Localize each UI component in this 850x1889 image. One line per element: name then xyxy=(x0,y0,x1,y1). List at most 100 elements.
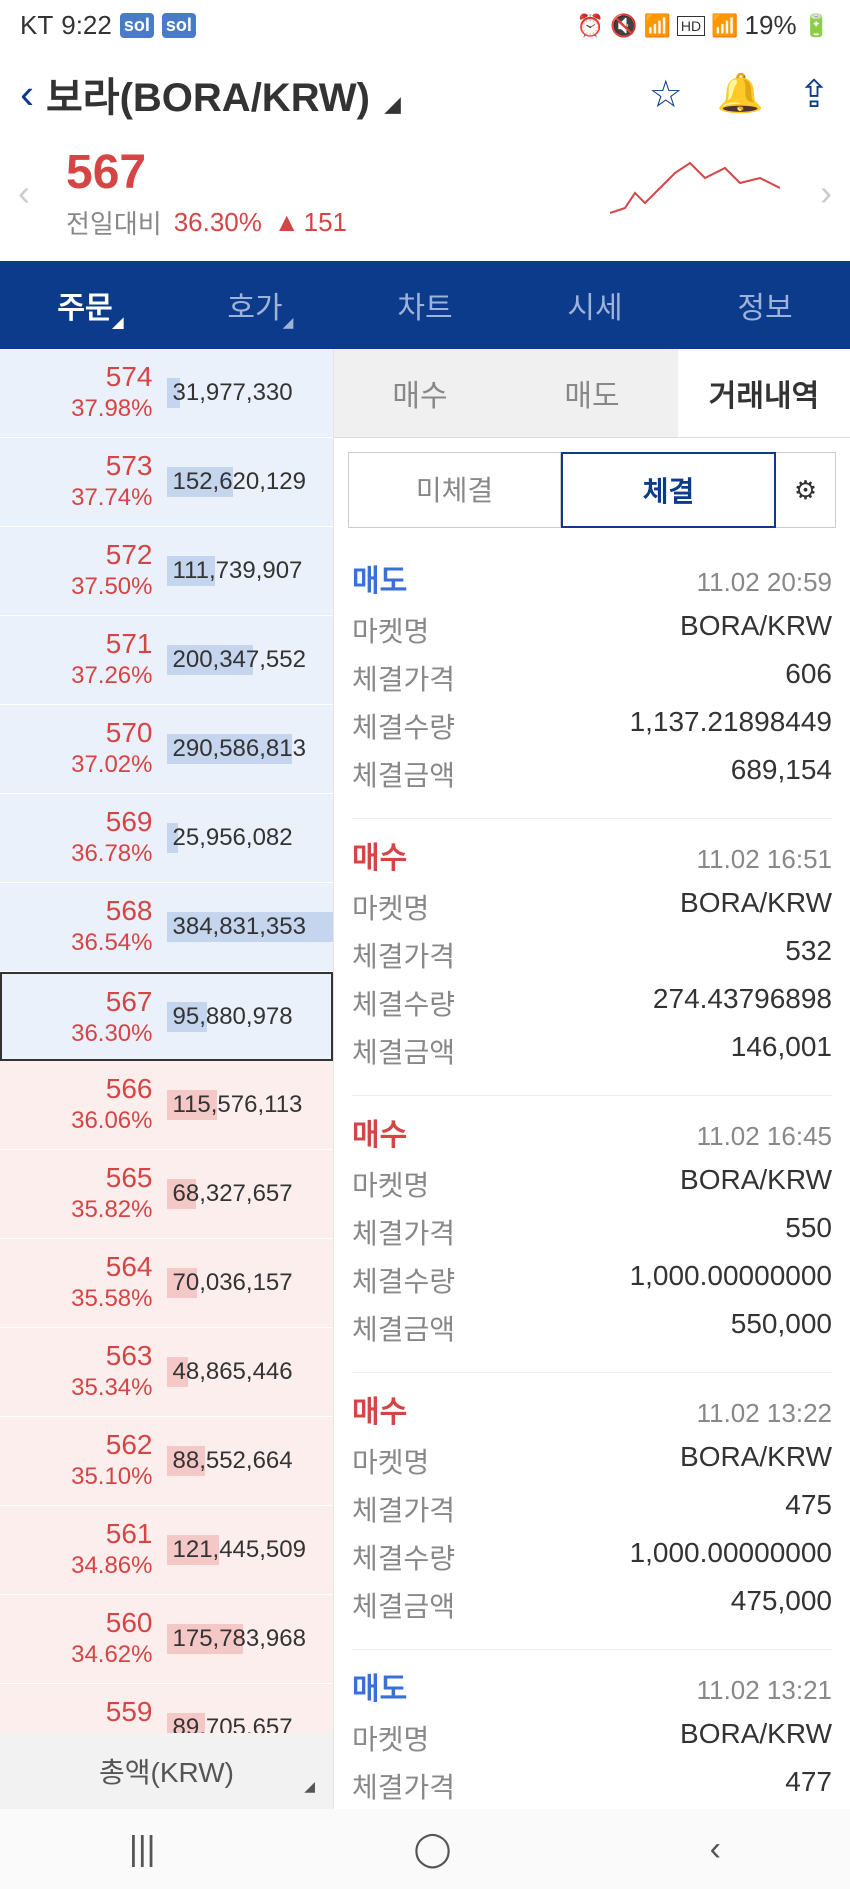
back-button[interactable]: ‹ xyxy=(20,70,34,118)
txn-qty-label: 체결수량 xyxy=(352,1537,455,1577)
ob-price: 560 xyxy=(0,1607,153,1639)
orderbook-row[interactable]: 56034.62%175,783,968 xyxy=(0,1595,333,1684)
ob-price: 572 xyxy=(0,539,153,571)
orderbook-row[interactable]: 56836.54%384,831,353 xyxy=(0,883,333,972)
filter-체결[interactable]: 체결 xyxy=(561,452,776,528)
filter-미체결[interactable]: 미체결 xyxy=(348,452,561,528)
transaction-item[interactable]: 매수11.02 13:22마켓명BORA/KRW체결가격475체결수량1,000… xyxy=(352,1373,832,1650)
home-button[interactable]: ◯ xyxy=(414,1829,452,1869)
txn-amount: 689,154 xyxy=(731,754,832,794)
ob-pct: 37.50% xyxy=(0,573,153,601)
transaction-item[interactable]: 매수11.02 16:45마켓명BORA/KRW체결가격550체결수량1,000… xyxy=(352,1096,832,1373)
orderbook-row[interactable]: 56636.06%115,576,113 xyxy=(0,1061,333,1150)
txn-amount-label: 체결금액 xyxy=(352,754,455,794)
system-nav-bar: ||| ◯ ‹ xyxy=(0,1809,850,1889)
txn-market: BORA/KRW xyxy=(680,1164,832,1204)
hd-icon: HD xyxy=(677,16,705,36)
mini-chart[interactable] xyxy=(610,153,790,233)
txn-amount-label: 체결금액 xyxy=(352,1031,455,1071)
ob-volume: 290,586,813 xyxy=(173,735,306,763)
battery-pct: 19% xyxy=(745,10,797,41)
page-title[interactable]: 보라(BORA/KRW) ◢ xyxy=(46,65,637,123)
orderbook-row[interactable]: 55934.38%89,705,657 xyxy=(0,1684,333,1733)
txn-market-label: 마켓명 xyxy=(352,610,429,650)
ob-volume: 175,783,968 xyxy=(173,1625,306,1653)
footer-arrow-icon: ◢ xyxy=(304,1778,315,1795)
subtab-거래내역[interactable]: 거래내역 xyxy=(678,349,850,437)
ob-volume: 70,036,157 xyxy=(173,1269,293,1297)
txn-qty: 274.43796898 xyxy=(653,983,832,1023)
txn-market-label: 마켓명 xyxy=(352,1441,429,1481)
ob-price: 566 xyxy=(0,1073,153,1105)
transaction-list[interactable]: 매도11.02 20:59마켓명BORA/KRW체결가격606체결수량1,137… xyxy=(334,542,850,1809)
orderbook-row[interactable]: 57437.98%31,977,330 xyxy=(0,349,333,438)
txn-time: 11.02 20:59 xyxy=(697,567,832,598)
ob-price: 563 xyxy=(0,1340,153,1372)
status-time: 9:22 xyxy=(61,10,112,41)
ob-price: 569 xyxy=(0,806,153,838)
txn-market: BORA/KRW xyxy=(680,1718,832,1758)
transaction-item[interactable]: 매수11.02 16:51마켓명BORA/KRW체결가격532체결수량274.4… xyxy=(352,819,832,1096)
orderbook-row[interactable]: 57337.74%152,620,129 xyxy=(0,438,333,527)
txn-qty: 1,137.21898449 xyxy=(630,706,832,746)
back-nav-button[interactable]: ‹ xyxy=(710,1830,721,1869)
txn-qty: 1,000.00000000 xyxy=(630,1537,832,1577)
orderbook-row[interactable]: 56535.82%68,327,657 xyxy=(0,1150,333,1239)
bell-icon[interactable]: 🔔 xyxy=(717,72,764,116)
recent-apps-button[interactable]: ||| xyxy=(129,1830,156,1869)
carrier-label: KT xyxy=(20,10,53,41)
signal-icon: 📶 xyxy=(711,13,738,39)
orderbook-row[interactable]: 56936.78%25,956,082 xyxy=(0,794,333,883)
txn-time: 11.02 16:51 xyxy=(697,844,832,875)
orderbook-row[interactable]: 56134.86%121,445,509 xyxy=(0,1506,333,1595)
mute-icon: 🔇 xyxy=(610,13,637,39)
tab-arrow-icon: ◢ xyxy=(283,314,294,331)
ob-price: 567 xyxy=(2,986,153,1018)
dropdown-arrow-icon: ◢ xyxy=(385,94,400,116)
txn-amount: 475,000 xyxy=(731,1585,832,1625)
subtab-매수[interactable]: 매수 xyxy=(334,349,506,437)
txn-time: 11.02 13:21 xyxy=(697,1675,832,1706)
tab-차트[interactable]: 차트 xyxy=(340,261,510,349)
orderbook-row[interactable]: 57237.50%111,739,907 xyxy=(0,527,333,616)
current-price: 567 xyxy=(66,145,610,200)
ob-volume: 88,552,664 xyxy=(173,1447,293,1475)
favorite-icon[interactable]: ☆ xyxy=(649,72,683,117)
share-icon[interactable]: ⇪ xyxy=(798,72,830,117)
subtab-매도[interactable]: 매도 xyxy=(506,349,678,437)
sol-badge-2: sol xyxy=(162,13,196,38)
orderbook-row[interactable]: 56335.34%48,865,446 xyxy=(0,1328,333,1417)
ob-price: 562 xyxy=(0,1429,153,1461)
txn-type: 매수 xyxy=(352,1387,407,1431)
orderbook-footer[interactable]: 총액(KRW) ◢ xyxy=(0,1733,333,1809)
filter-settings-button[interactable]: ⚙ xyxy=(776,452,836,528)
tab-시세[interactable]: 시세 xyxy=(510,261,680,349)
orderbook-row[interactable]: 56435.58%70,036,157 xyxy=(0,1239,333,1328)
next-asset-button[interactable]: › xyxy=(820,172,832,214)
orderbook-row[interactable]: 57037.02%290,586,813 xyxy=(0,705,333,794)
ob-price: 561 xyxy=(0,1518,153,1550)
ob-volume: 384,831,353 xyxy=(173,913,306,941)
orderbook-row[interactable]: 56736.30%95,880,978 xyxy=(0,972,333,1061)
ob-pct: 35.34% xyxy=(0,1374,153,1402)
txn-type: 매수 xyxy=(352,1110,407,1154)
ob-price: 571 xyxy=(0,628,153,660)
transaction-item[interactable]: 매도11.02 13:21마켓명BORA/KRW체결가격477체결수량2,000… xyxy=(352,1650,832,1809)
ob-volume: 152,620,129 xyxy=(173,468,306,496)
ob-volume: 25,956,082 xyxy=(173,824,293,852)
ob-volume: 68,327,657 xyxy=(173,1180,293,1208)
txn-market-label: 마켓명 xyxy=(352,1718,429,1758)
ob-price: 573 xyxy=(0,450,153,482)
orderbook-row[interactable]: 57137.26%200,347,552 xyxy=(0,616,333,705)
orderbook-row[interactable]: 56235.10%88,552,664 xyxy=(0,1417,333,1506)
transaction-item[interactable]: 매도11.02 20:59마켓명BORA/KRW체결가격606체결수량1,137… xyxy=(352,542,832,819)
tab-호가[interactable]: 호가◢ xyxy=(170,261,340,349)
tab-주문[interactable]: 주문◢ xyxy=(0,261,170,349)
prev-asset-button[interactable]: ‹ xyxy=(18,172,30,214)
ob-volume: 95,880,978 xyxy=(173,1003,293,1031)
ob-volume: 89,705,657 xyxy=(173,1714,293,1733)
filter-row: 미체결체결 ⚙ xyxy=(334,438,850,542)
txn-amount-label: 체결금액 xyxy=(352,1308,455,1348)
ob-price: 574 xyxy=(0,361,153,393)
tab-정보[interactable]: 정보 xyxy=(680,261,850,349)
